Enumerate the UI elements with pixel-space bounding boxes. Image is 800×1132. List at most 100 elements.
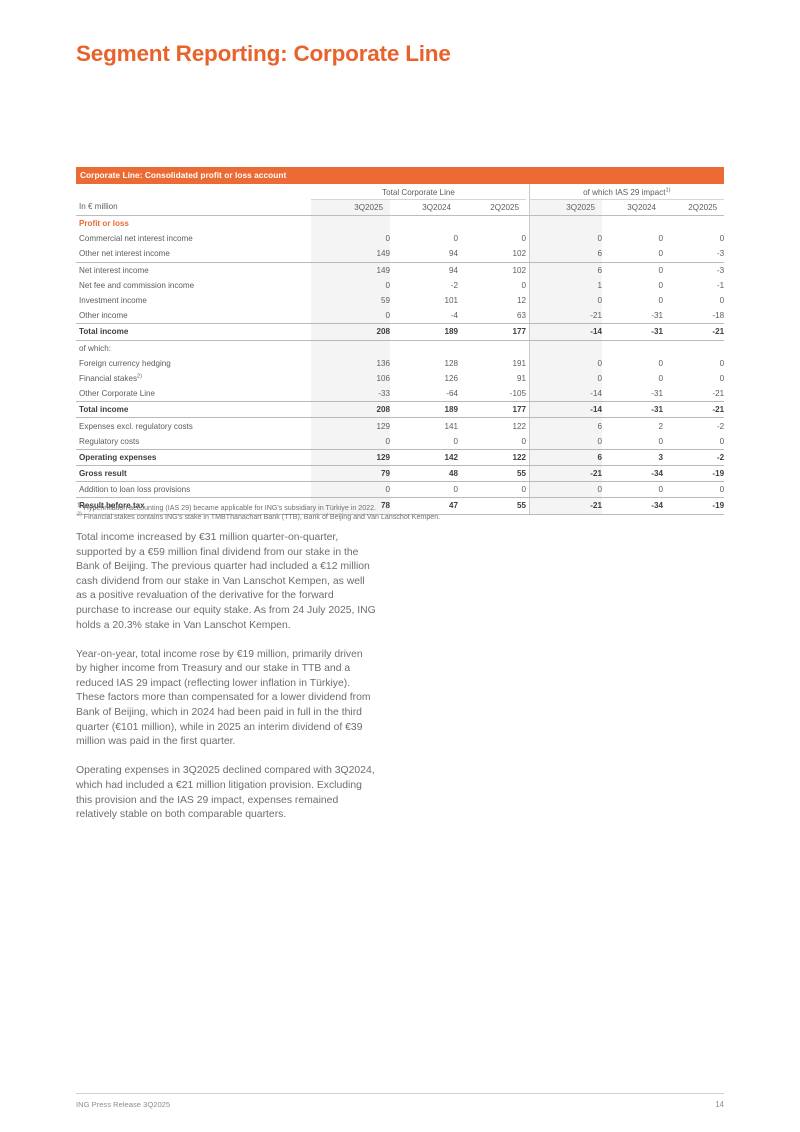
spacer-cell [526,481,529,499]
spacer-cell [526,465,529,483]
spacer-cell [304,449,311,467]
row-value: 122 [512,421,526,431]
column-header-tcl-2q2025: 2Q2025 [458,199,526,216]
spacer-cell [526,401,529,419]
spacer-cell [304,356,311,371]
footer-divider [76,1093,724,1094]
row-value: 177 [458,401,526,419]
footer-page-number: 14 [715,1100,724,1109]
page-title: Segment Reporting: Corporate Line [76,41,451,66]
spacer-cell [304,481,311,499]
spacer-cell [304,340,311,356]
row-label: Other Corporate Line [76,386,304,403]
empty-cell [458,216,526,232]
spacer-cell [526,323,529,341]
row-value: -1 [716,280,725,290]
row-value: -21 [663,386,725,403]
row-value: 142 [390,449,458,467]
row-value: 0 [390,481,458,499]
row-value: 0 [719,358,725,368]
group-header-ias29-label: of which IAS 29 impact [583,187,666,197]
row-value: 0 [658,373,663,383]
row-value: 129 [311,417,390,434]
row-value: -2 [716,421,725,431]
row-value: 1 [528,277,602,293]
table-caption-row: Corporate Line: Consolidated profit or l… [76,167,725,184]
spacer-cell [526,449,529,467]
row-value: 0 [311,277,390,293]
row-label: Net interest income [79,265,149,275]
spacer-cell [304,371,311,386]
spacer-cell [304,278,311,293]
row-value: -31 [602,308,663,325]
row-value: 94 [390,246,458,263]
row-value: 136 [311,355,390,371]
row-value: 0 [663,481,725,499]
row-value: -21 [663,401,725,419]
spacer-cell [304,184,311,200]
unit-label: In € million [76,199,304,216]
table-row: Net fee and commission income 0 -2 0 1 0… [76,277,725,293]
row-value: -14 [528,386,602,403]
spacer-cell [304,465,311,483]
row-label: Other income [76,308,304,325]
row-value: 0 [311,231,390,247]
of-which-label: of which: [79,343,111,353]
row-value: -14 [528,401,602,419]
group-header-row: Total Corporate Line of which IAS 29 imp… [76,183,725,200]
table-caption: Corporate Line: Consolidated profit or l… [76,167,725,184]
row-label: Financial stakes2) [76,371,304,386]
row-label: Foreign currency hedging [79,358,171,368]
row-value: 126 [444,373,458,383]
spacer-cell [304,262,311,278]
empty-cell [458,340,526,356]
row-value: 0 [453,234,458,244]
table-row: Investment income 59 101 12 0 0 0 [76,292,724,309]
row-value: -3 [663,246,725,263]
row-label: Total income [76,323,304,341]
row-value: 79 [311,465,390,483]
table-row: Other income 0 -4 63 -21 -31 -18 [76,308,725,325]
row-value: -2 [450,280,458,290]
group-header-total-corporate-line: Total Corporate Line [311,183,526,200]
empty-cell [663,340,724,356]
row-value: -14 [528,323,602,341]
row-value: 122 [458,449,526,467]
row-value: -19 [663,465,725,483]
row-value: 0 [311,308,390,325]
column-header-row: In € million 3Q2025 3Q2024 2Q2025 3Q2025… [76,199,725,216]
financial-table: Corporate Line: Consolidated profit or l… [76,167,725,515]
row-value: -18 [663,308,725,325]
row-value: 0 [521,234,526,244]
row-value: 55 [458,497,526,515]
row-value: -21 [528,308,602,325]
row-value: 0 [458,481,526,499]
footnote-1-text: Hyperinflation accounting (IAS 29) becam… [83,504,376,512]
row-value: 0 [528,292,602,309]
row-value: 0 [528,481,602,499]
table-row-operating-expenses: Operating expenses 129 142 122 6 3 -2 [76,449,725,467]
row-value: 0 [521,280,526,290]
spacer-cell [526,386,529,403]
row-value: -64 [390,386,458,403]
row-value: 141 [444,421,458,431]
row-value: -31 [602,323,663,341]
row-value: 3 [602,449,663,467]
row-value: -105 [458,386,526,403]
row-value: -21 [663,323,725,341]
table-row-gross-result: Gross result 79 48 55 -21 -34 -19 [76,465,725,483]
spacer-cell [304,293,311,308]
empty-cell [311,340,390,356]
column-header-ias-3q2025: 3Q2025 [528,199,602,216]
row-value: 6 [528,449,602,467]
spacer-cell [526,199,529,216]
financial-table-container: Corporate Line: Consolidated profit or l… [76,167,725,515]
row-value: 6 [528,246,602,263]
spacer-cell [304,386,311,403]
row-value: 6 [528,262,602,278]
spacer-cell [76,184,304,200]
spacer-cell [526,308,529,325]
row-value: 128 [444,358,458,368]
row-value: 12 [516,296,526,306]
row-label: Other net interest income [76,246,304,263]
